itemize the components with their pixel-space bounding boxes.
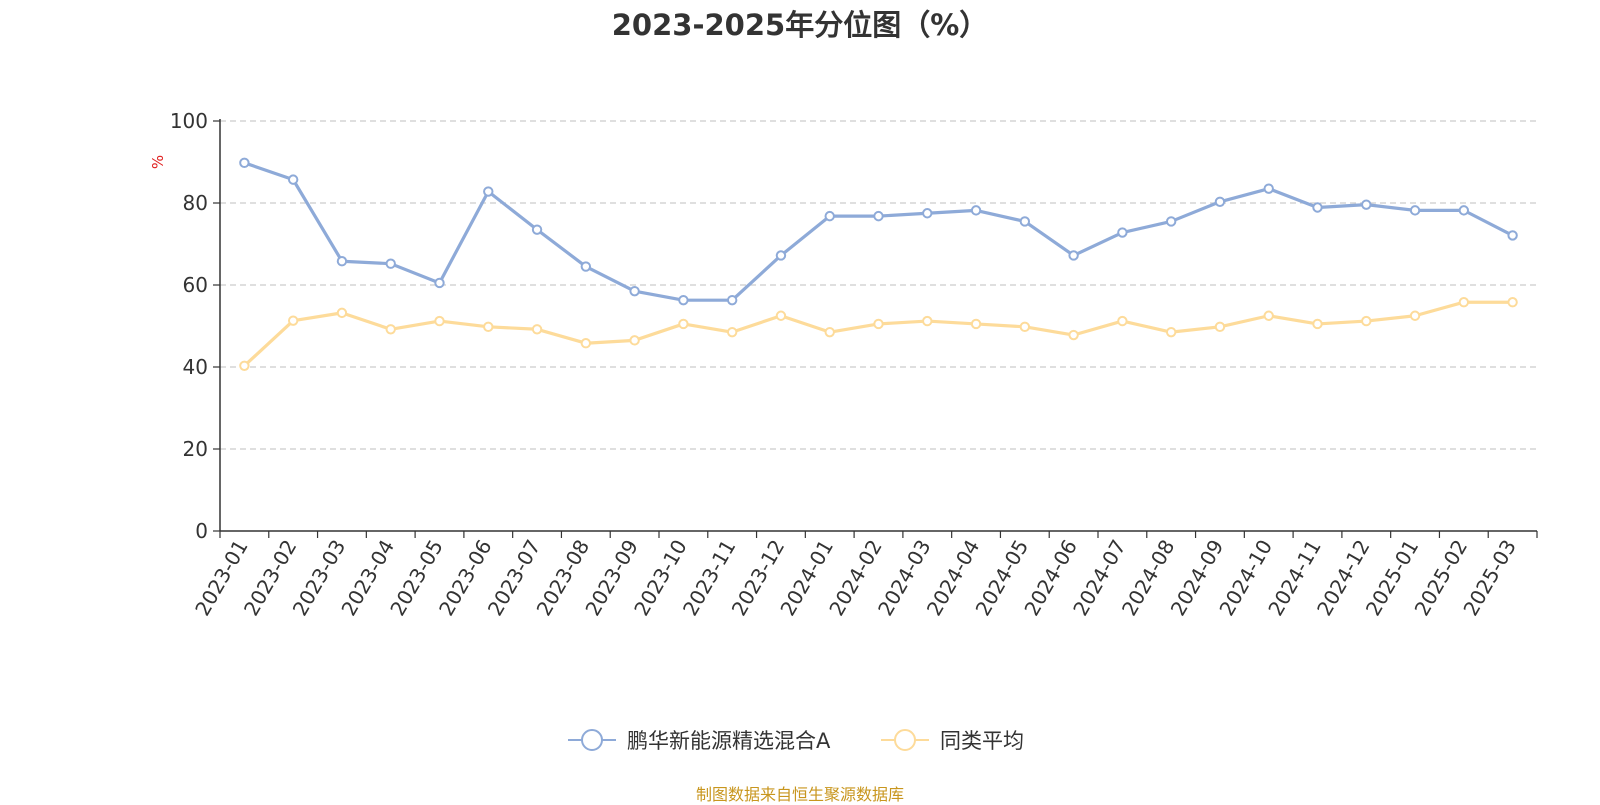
series-2-point — [287, 315, 299, 326]
y-tick-label: 80 — [183, 191, 208, 215]
legend-item-1: 鹏华新能源精选混合A — [568, 729, 831, 753]
chart-title: 2023-2025年分位图（%） — [611, 8, 989, 42]
legend-marker — [581, 729, 603, 751]
y-tick-label: 60 — [183, 273, 208, 297]
y-axis-label: % — [149, 155, 167, 169]
y-tick-label: 20 — [183, 437, 208, 461]
series-1-point — [1263, 183, 1274, 194]
series-2-point — [580, 338, 592, 349]
series-1-point — [1361, 199, 1372, 210]
series-1-point — [824, 210, 835, 222]
y-tick-label: 100 — [170, 109, 208, 133]
series-1-point — [580, 261, 592, 272]
series-1-point — [1312, 202, 1323, 213]
y-tick-label: 0 — [195, 519, 208, 543]
series-2-point — [1361, 315, 1372, 327]
series-1-point — [336, 256, 348, 267]
series-2-point — [336, 307, 348, 319]
series-2-point — [1117, 315, 1128, 327]
series-1-point — [1019, 216, 1031, 227]
series-2-point — [922, 315, 933, 327]
series-1-point — [873, 210, 884, 222]
series-1-point — [970, 205, 982, 216]
series-1-point — [1117, 227, 1128, 238]
series-1-point — [1068, 250, 1079, 261]
legend-label: 同类平均 — [940, 729, 1024, 753]
series-1-point — [922, 208, 933, 219]
series-1-point — [1165, 216, 1177, 227]
series-2-point — [775, 310, 787, 321]
series-1-point — [434, 277, 445, 289]
series-2-point — [239, 360, 250, 371]
series-2-point — [970, 318, 982, 330]
series-2-point — [1409, 310, 1421, 321]
y-tick-label: 40 — [183, 355, 208, 379]
series-1-point — [287, 174, 299, 185]
series-2-point — [678, 318, 689, 330]
series-2-point — [483, 321, 494, 333]
legend-label: 鹏华新能源精选混合A — [627, 729, 831, 753]
series-2-point — [726, 326, 738, 338]
series-1-point — [726, 294, 738, 306]
series-1-point — [629, 285, 640, 297]
series-1-point — [1409, 205, 1421, 216]
series-1-point — [1214, 196, 1226, 207]
series-2-point — [873, 318, 884, 330]
series-2-point — [1263, 310, 1274, 321]
series-2-point — [385, 324, 396, 335]
series-2-point — [1312, 318, 1323, 330]
legend-marker — [894, 729, 916, 751]
series-1-point — [385, 258, 396, 269]
series-2-point — [1068, 329, 1079, 341]
series-1-point — [1458, 205, 1470, 216]
series-2-point — [1458, 297, 1470, 308]
series-line-2 — [243, 300, 1513, 367]
series-2-point — [1507, 297, 1518, 308]
series-2-point — [1214, 321, 1226, 333]
series-2-point — [531, 324, 543, 335]
series-1-point — [678, 294, 689, 306]
series-1-point — [531, 224, 543, 235]
series-2-point — [1019, 321, 1031, 333]
series-2-point — [434, 315, 445, 327]
series-2-point — [1165, 326, 1177, 338]
source-note: 制图数据来自恒生聚源数据库 — [695, 785, 904, 804]
series-1-point — [483, 186, 494, 197]
series-2-point — [824, 326, 835, 338]
series-1-point — [1507, 230, 1518, 241]
legend-item-2: 同类平均 — [881, 729, 1024, 753]
series-1-point — [239, 157, 250, 169]
series-2-point — [629, 335, 640, 346]
series-line-1 — [243, 161, 1514, 302]
series-1-point — [775, 250, 787, 261]
